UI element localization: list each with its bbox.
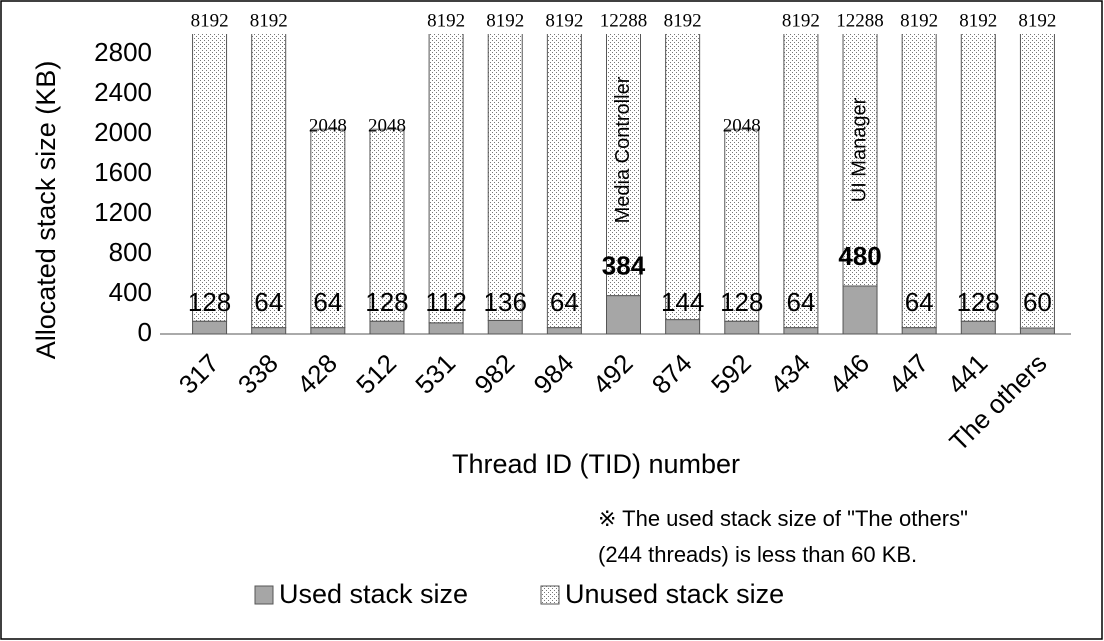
note: ※ The used stack size of "The others" [598, 506, 968, 531]
legend-label: Used stack size [279, 579, 468, 609]
data-label: 128 [188, 287, 231, 317]
bar-segment [369, 128, 405, 322]
y-tick-label: 800 [109, 237, 152, 267]
total-label: 8192 [191, 10, 229, 31]
x-tick-label: 492 [587, 348, 639, 400]
plot [192, 34, 1055, 335]
data-label: 128 [957, 287, 1000, 317]
bar-segment [724, 320, 760, 335]
bar-segment [960, 34, 996, 322]
total-label: 8192 [427, 10, 465, 31]
bar-segment [783, 34, 819, 329]
bar-segment [842, 34, 878, 287]
bar-segment [251, 327, 287, 335]
y-tick-label: 1600 [94, 157, 152, 187]
bar-segment [1019, 327, 1055, 335]
bar-segment [901, 327, 937, 335]
bar-segment [192, 34, 228, 322]
bar-segment [1019, 34, 1055, 329]
total-label: 12288 [600, 10, 648, 31]
bar-segment [665, 34, 701, 321]
data-label: 64 [905, 287, 934, 317]
x-tick-label: 447 [882, 348, 934, 400]
y-tick-label: 1200 [94, 197, 152, 227]
bar-segment [960, 320, 996, 335]
data-label: 64 [786, 287, 815, 317]
legend-label: Unused stack size [565, 579, 784, 609]
bar-segment [251, 34, 287, 329]
total-label: 2048 [368, 116, 406, 137]
total-label: 8192 [250, 10, 288, 31]
data-label: 60 [1023, 287, 1052, 317]
note: (244 threads) is less than 60 KB. [598, 542, 917, 567]
y-tick-label: 2400 [94, 77, 152, 107]
x-tick-label: 512 [350, 348, 402, 400]
total-label: 2048 [723, 116, 761, 137]
x-tick-label: 874 [646, 348, 698, 400]
bar-segment [428, 34, 464, 324]
bar-segment [665, 319, 701, 335]
bar-segment [192, 320, 228, 335]
bar-segment [606, 34, 641, 297]
data-label: 384 [602, 250, 646, 280]
y-tick-label: 2800 [94, 37, 152, 67]
x-tick-label: 441 [942, 348, 994, 400]
total-label: 12288 [836, 10, 884, 31]
bar-segment [901, 34, 937, 329]
x-tick-label: 592 [705, 348, 757, 400]
bar-segment [546, 327, 582, 335]
total-label: 8192 [545, 10, 583, 31]
x-tick-label: 982 [468, 348, 520, 400]
total-label: 2048 [309, 116, 347, 137]
x-tick-label: 338 [232, 348, 284, 400]
y-axis-title: Allocated stack size (KB) [31, 61, 61, 360]
legend-swatch [540, 585, 560, 605]
data-label: 136 [484, 287, 527, 317]
total-label: 8192 [959, 10, 997, 31]
bar-segment [487, 319, 523, 335]
bar-segment [783, 327, 819, 335]
data-label: 64 [313, 287, 342, 317]
y-tick-label: 2000 [94, 117, 152, 147]
bar-segment [428, 322, 464, 335]
data-label: 112 [425, 287, 466, 317]
total-label: 8192 [782, 10, 820, 31]
bar-segment [842, 285, 878, 335]
bar-segment [606, 295, 641, 335]
x-tick-label: 531 [409, 348, 461, 400]
data-label: 128 [365, 287, 408, 317]
bar-segment [724, 128, 760, 322]
bar-segment [310, 128, 346, 329]
annotation: Media Controller [612, 76, 634, 223]
total-label: 8192 [486, 10, 524, 31]
total-label: 8192 [1018, 10, 1056, 31]
x-tick-label: 446 [823, 348, 875, 400]
x-axis-title: Thread ID (TID) number [452, 449, 740, 479]
x-tick-label: 434 [764, 348, 816, 400]
annotation: UI Manager [848, 97, 870, 202]
bar-segment [487, 34, 523, 321]
data-label: 480 [838, 241, 881, 271]
bar-segment [546, 34, 582, 329]
bar-segment [369, 320, 405, 335]
x-tick-label: 984 [528, 348, 580, 400]
x-tick-label: 428 [291, 348, 343, 400]
legend-swatch [254, 585, 274, 605]
data-label: 64 [254, 287, 283, 317]
total-label: 8192 [900, 10, 938, 31]
data-label: 128 [720, 287, 763, 317]
bar-segment [310, 327, 346, 335]
x-tick-label: 317 [173, 348, 225, 400]
data-label: 64 [550, 287, 579, 317]
data-label: 144 [661, 287, 704, 317]
y-tick-label: 400 [109, 277, 152, 307]
y-tick-label: 0 [138, 317, 152, 347]
total-label: 8192 [664, 10, 702, 31]
